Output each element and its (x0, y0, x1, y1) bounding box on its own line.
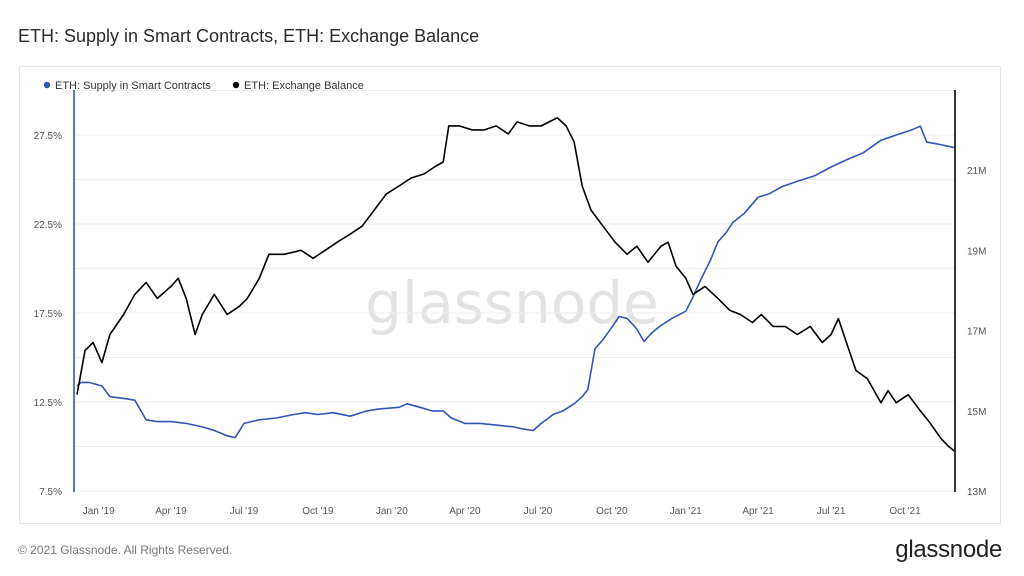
legend-marker-icon (232, 81, 240, 89)
x-tick-label: Apr '20 (449, 506, 481, 517)
y-right-tick-label: 19M (967, 246, 986, 257)
legend-label: ETH: Supply in Smart Contracts (55, 80, 211, 92)
x-tick-label: Oct '19 (302, 506, 334, 517)
x-tick-label: Apr '21 (742, 506, 774, 517)
series-line-exchange-balance (76, 117, 955, 452)
y-left-tick-label: 17.5% (34, 309, 62, 320)
x-tick-label: Oct '21 (889, 506, 921, 517)
watermark: glassnode (365, 269, 659, 337)
axes: 7.5% 12.5% 17.5% 22.5% 27.5% 13M 15M 17M 19M 21M J… (34, 90, 986, 517)
x-tick-label: Apr '19 (155, 506, 187, 517)
y-right-tick-label: 17M (967, 327, 986, 338)
x-tick-label: Jul '21 (817, 506, 846, 517)
series-line-supply-in-smart-contracts (76, 125, 955, 439)
x-tick-label: Jan '19 (83, 506, 115, 517)
x-tick-label: Jul '19 (230, 506, 259, 517)
x-tick-label: Jul '20 (524, 506, 553, 517)
legend-item[interactable]: ETH: Exchange Balance (232, 80, 364, 92)
legend-item[interactable]: ETH: Supply in Smart Contracts (43, 80, 212, 92)
legend-marker-icon (43, 81, 51, 89)
y-left-tick-label: 12.5% (34, 398, 62, 409)
legend[interactable]: ETH: Supply in Smart Contracts ETH: Excha… (43, 80, 364, 92)
x-tick-label: Jan '20 (376, 506, 408, 517)
y-right-tick-label: 21M (967, 166, 986, 177)
y-right-tick-label: 13M (967, 487, 986, 498)
gridlines (74, 90, 955, 492)
brand-logo: glassnode (895, 536, 1002, 563)
legend-label: ETH: Exchange Balance (244, 80, 364, 92)
chart-title: ETH: Supply in Smart Contracts, ETH: Exc… (18, 26, 480, 46)
y-left-tick-label: 27.5% (34, 131, 62, 142)
x-tick-label: Jan '21 (670, 506, 702, 517)
chart-frame (19, 66, 1001, 524)
y-left-tick-label: 22.5% (34, 220, 62, 231)
y-left-tick-label: 7.5% (39, 487, 62, 498)
y-right-tick-label: 15M (967, 407, 986, 418)
series-lines (76, 117, 955, 452)
copyright-text: © 2021 Glassnode. All Rights Reserved. (18, 543, 233, 557)
x-tick-label: Oct '20 (596, 506, 628, 517)
